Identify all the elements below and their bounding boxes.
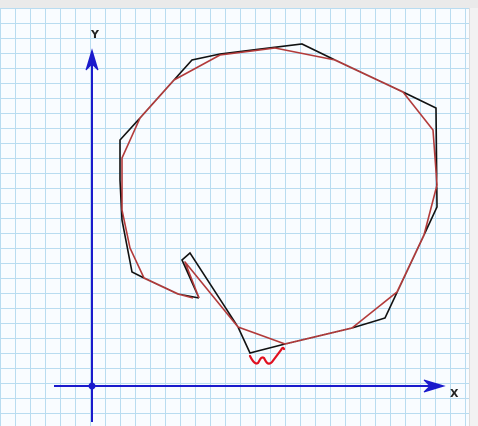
x-axis-label: X — [450, 387, 459, 400]
drawing-canvas[interactable] — [0, 8, 470, 426]
handwritten-mark-icon — [248, 346, 286, 365]
top-toolbar-strip — [0, 0, 478, 8]
y-axis-label: Y — [91, 28, 99, 41]
x-axis-arrow-icon — [423, 379, 446, 393]
y-axis-arrow-icon — [85, 48, 99, 71]
shape-smoothed-curve[interactable] — [121, 47, 438, 345]
vertical-scrollbar[interactable] — [469, 8, 478, 426]
origin-dot-icon — [88, 382, 96, 390]
shape-outline[interactable] — [119, 43, 438, 354]
